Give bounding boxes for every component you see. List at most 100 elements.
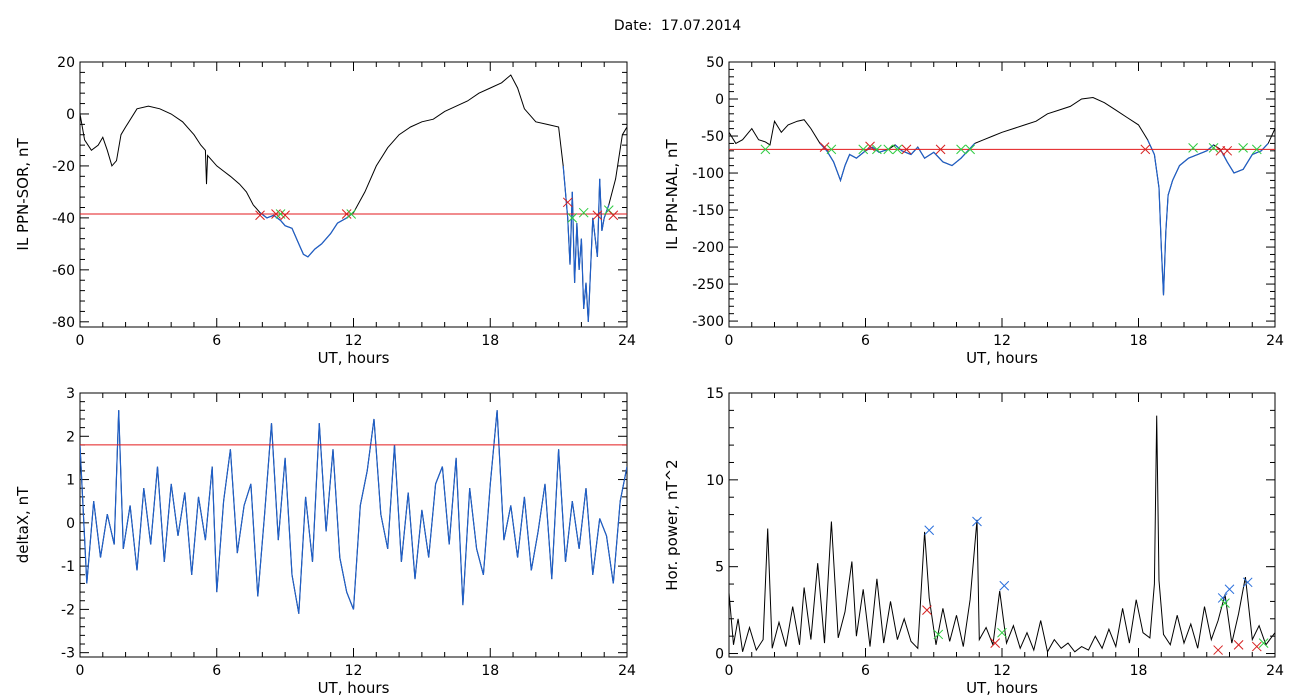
- marker-stroke: [1220, 598, 1230, 609]
- marker-stroke: [990, 638, 1001, 648]
- event-marker-green: [826, 144, 837, 155]
- event-marker-green: [578, 207, 589, 218]
- event-marker-blue: [1224, 584, 1235, 595]
- event-marker-blue: [924, 525, 935, 536]
- y-tick-label: -60: [52, 263, 75, 279]
- event-marker-green: [956, 144, 966, 155]
- y-axis-label: IL PPN-SOR, nT: [14, 138, 32, 251]
- y-tick-label: 0: [715, 92, 724, 108]
- x-tick-label: 0: [76, 663, 85, 679]
- y-tick-label: 2: [66, 429, 75, 445]
- event-marker-green: [1220, 598, 1230, 609]
- event-marker-green: [965, 144, 976, 155]
- below-threshold-segment: [270, 423, 320, 614]
- event-marker-red: [819, 142, 830, 152]
- below-threshold-segment: [819, 142, 873, 183]
- event-marker-green: [1258, 638, 1269, 648]
- marker-stroke: [819, 142, 830, 152]
- event-marker-green: [1188, 143, 1198, 153]
- marker-stroke: [901, 144, 912, 155]
- event-marker-red: [562, 197, 573, 208]
- event-marker-red: [1213, 645, 1223, 655]
- marker-stroke: [922, 605, 932, 615]
- series-group: [80, 74, 627, 322]
- y-axis-label: deltaX, nT: [14, 486, 32, 563]
- y-tick-label: 5: [715, 560, 724, 576]
- marker-stroke: [865, 141, 875, 152]
- below-threshold-segment: [1219, 142, 1269, 174]
- event-marker-red: [341, 209, 352, 219]
- event-marker-green: [858, 144, 869, 155]
- event-marker-green: [1208, 143, 1219, 153]
- marker-stroke: [603, 205, 614, 215]
- y-tick-label: -300: [692, 314, 724, 330]
- x-axis-label: UT, hours: [966, 679, 1038, 697]
- event-marker-blue: [1242, 577, 1253, 588]
- below-threshold-segment: [259, 212, 354, 258]
- event-marker-red: [990, 638, 1001, 648]
- marker-stroke: [1213, 645, 1223, 655]
- event-marker-red: [922, 605, 932, 615]
- event-marker-red: [1215, 145, 1226, 156]
- y-tick-label: 50: [706, 55, 724, 71]
- event-marker-green: [933, 629, 944, 640]
- marker-stroke: [1251, 641, 1262, 652]
- event-marker-red: [592, 210, 603, 221]
- y-axis-label: Hor. power, nT^2: [663, 459, 681, 590]
- marker-stroke: [1217, 593, 1228, 603]
- y-tick-label: -40: [52, 211, 75, 227]
- marker-stroke: [999, 580, 1010, 591]
- event-marker-red: [280, 210, 290, 221]
- event-marker-red: [901, 144, 912, 155]
- y-tick-label: -2: [61, 602, 75, 618]
- x-tick-label: 12: [345, 333, 363, 349]
- series-group: [729, 415, 1275, 655]
- event-marker-red: [1233, 639, 1244, 650]
- event-marker-red: [865, 141, 875, 152]
- series-group: [80, 410, 627, 614]
- marker-stroke: [956, 144, 966, 155]
- marker-stroke: [1215, 145, 1226, 156]
- marker-stroke: [1233, 639, 1244, 650]
- below-threshold-segment: [80, 410, 120, 584]
- marker-stroke: [578, 207, 589, 218]
- y-tick-label: -250: [692, 277, 724, 293]
- plot-frame: [728, 392, 1276, 658]
- marker-stroke: [1238, 143, 1249, 153]
- series-line: [729, 415, 1275, 654]
- x-tick-label: 18: [481, 663, 499, 679]
- below-threshold-segment: [599, 178, 610, 232]
- y-tick-label: -50: [701, 129, 724, 145]
- x-tick-label: 0: [725, 663, 734, 679]
- below-threshold-segment: [562, 165, 573, 265]
- event-marker-green: [760, 144, 771, 155]
- y-tick-label: 20: [57, 55, 75, 71]
- x-axis-label: UT, hours: [318, 679, 390, 697]
- below-threshold-segment: [373, 418, 396, 549]
- x-tick-label: 18: [481, 333, 499, 349]
- x-tick-label: 18: [1130, 333, 1148, 349]
- below-threshold-segment: [393, 410, 498, 606]
- marker-stroke: [592, 210, 603, 221]
- x-tick-label: 24: [1266, 663, 1284, 679]
- marker-stroke: [346, 209, 357, 219]
- marker-stroke: [280, 210, 290, 221]
- marker-stroke: [872, 144, 882, 155]
- below-threshold-segment: [571, 178, 601, 322]
- marker-stroke: [1140, 144, 1151, 155]
- x-tick-label: 24: [1266, 333, 1284, 349]
- marker-stroke: [1208, 143, 1219, 153]
- marker-stroke: [997, 627, 1007, 638]
- panel-hor-power: 0 6 12 18 24 15 10 5 0 UT, hours Hor. power, nT^2: [663, 386, 1284, 697]
- event-marker-blue: [972, 516, 982, 527]
- x-tick-label: 0: [76, 333, 85, 349]
- event-marker-green: [1238, 143, 1249, 153]
- marker-stroke: [1251, 144, 1262, 155]
- x-tick-label: 6: [212, 333, 221, 349]
- below-threshold-segment: [871, 146, 889, 153]
- event-marker-blue: [999, 580, 1010, 591]
- marker-stroke: [1258, 638, 1269, 648]
- marker-stroke: [924, 525, 935, 536]
- event-marker-red: [608, 210, 619, 221]
